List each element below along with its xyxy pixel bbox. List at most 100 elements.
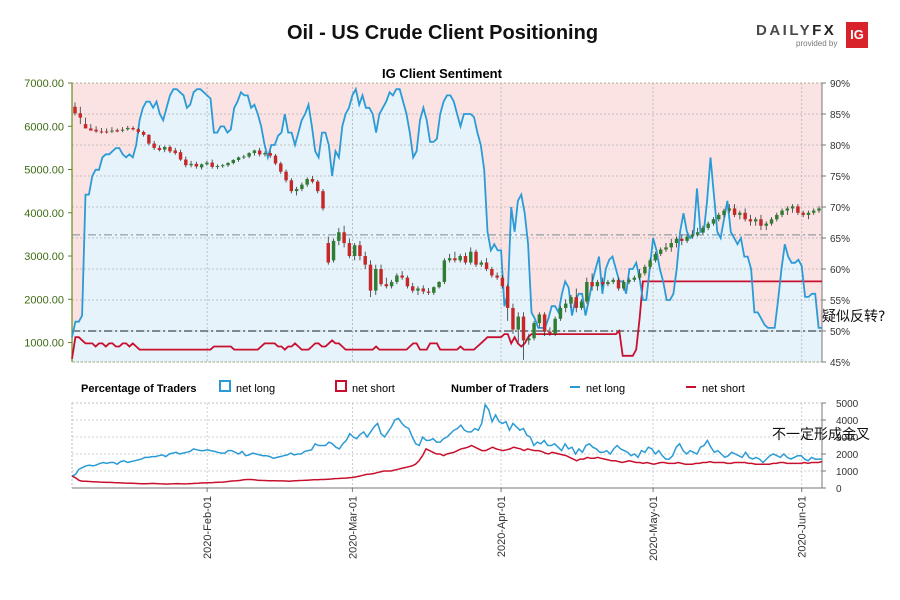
legend-number-title: Number of Traders — [451, 383, 549, 395]
price-candle — [294, 188, 299, 192]
price-candle — [764, 223, 768, 226]
price-candle — [743, 212, 747, 220]
price-candle — [722, 210, 726, 215]
logo-provided-by: provided by — [796, 39, 838, 48]
price-candle — [447, 258, 452, 261]
price-candle — [606, 281, 610, 285]
price-candle — [289, 180, 294, 192]
price-candle — [627, 279, 631, 282]
x-axis-tick-label: 2020-May-01 — [648, 496, 660, 561]
price-candle — [453, 258, 457, 261]
page-title: Oil - US Crude Client Positioning — [286, 22, 599, 44]
price-candle — [732, 208, 737, 215]
lower-axis-tick-label: 4000 — [836, 416, 859, 427]
price-candle — [273, 155, 278, 164]
price-candle — [516, 316, 520, 330]
left-axis-tick-label: 2000.00 — [24, 294, 64, 306]
lower-axis-tick-label: 3000 — [836, 433, 859, 444]
price-candle — [168, 147, 172, 152]
price-candle — [474, 251, 478, 265]
price-candle — [458, 256, 462, 261]
price-candle — [141, 131, 146, 135]
price-candle — [558, 307, 563, 319]
price-candle — [442, 260, 447, 282]
price-candle — [99, 131, 104, 133]
price-candle — [410, 286, 415, 291]
price-candle — [537, 314, 542, 324]
price-candle — [358, 245, 362, 257]
left-axis-tick-label: 1000.00 — [24, 338, 64, 350]
price-candle — [664, 247, 668, 250]
price-candle — [790, 206, 795, 209]
price-candle — [263, 153, 267, 155]
price-candle — [236, 157, 241, 160]
price-candle — [215, 166, 220, 168]
price-candle — [379, 269, 383, 285]
lower-axis-tick-label: 5000 — [836, 399, 859, 410]
price-candle — [479, 262, 484, 265]
legend-percentage-title: Percentage of Traders — [81, 383, 197, 395]
x-axis-tick-label: 2020-Jun-01 — [797, 496, 809, 558]
price-candle — [210, 162, 214, 167]
price-candle — [685, 236, 689, 241]
price-candle — [511, 307, 515, 330]
legend: Percentage of Traders net long net short… — [81, 380, 745, 395]
price-candle — [205, 162, 209, 165]
price-candle — [126, 127, 130, 130]
price-candle — [73, 106, 77, 114]
price-candle — [110, 130, 114, 132]
price-candle — [653, 253, 658, 261]
price-candle — [806, 212, 811, 215]
right-axis-tick-label: 50% — [830, 327, 850, 338]
ig-logo-icon: IG — [846, 22, 868, 48]
price-candle — [173, 150, 177, 154]
price-candle — [136, 129, 141, 132]
legend-pct-short-swatch — [335, 380, 347, 392]
price-candle — [194, 163, 199, 167]
price-candle — [83, 124, 88, 129]
logo-brand-fx: FX — [812, 22, 837, 39]
price-candle — [78, 113, 82, 118]
price-candle — [695, 232, 700, 235]
price-candle — [585, 281, 589, 302]
chart-title: IG Client Sentiment — [382, 66, 503, 81]
lower-axis-tick-label: 1000 — [836, 467, 859, 478]
price-candle — [363, 256, 367, 265]
price-candle — [389, 281, 394, 287]
price-candle — [500, 277, 505, 287]
price-candle — [590, 281, 594, 287]
price-candle — [717, 214, 721, 220]
x-axis: 2020-Feb-01 2020-Mar-01 2020-Apr-01 2020-Ma… — [202, 488, 809, 561]
left-axis-tick-label: 4000.00 — [24, 208, 64, 220]
legend-num-long-label: net long — [586, 383, 625, 395]
price-candle — [669, 243, 673, 248]
price-candle — [120, 129, 125, 131]
price-candle — [600, 281, 605, 285]
price-candle — [310, 179, 315, 182]
price-candle — [305, 179, 309, 185]
price-candle — [162, 147, 167, 150]
price-candle — [632, 277, 637, 280]
price-candle — [521, 316, 526, 341]
price-candle — [748, 219, 753, 222]
price-candle — [321, 191, 325, 209]
price-candle — [579, 301, 584, 308]
price-candle — [300, 184, 304, 189]
price-candle — [184, 159, 188, 166]
price-candle — [226, 163, 230, 166]
price-candle — [775, 214, 779, 220]
legend-num-short-label: net short — [702, 383, 745, 395]
price-candle — [337, 232, 341, 241]
dailyfx-logo: DAILYFX provided by IG — [756, 22, 870, 50]
price-candle — [701, 227, 705, 233]
x-axis-tick-label: 2020-Feb-01 — [202, 496, 214, 559]
price-candle — [680, 238, 684, 241]
price-candle — [711, 219, 716, 224]
price-candle — [595, 281, 600, 287]
price-candle — [727, 208, 732, 211]
price-candle — [257, 150, 262, 155]
price-candle — [368, 264, 373, 291]
left-axis-tick-label: 5000.00 — [24, 165, 64, 177]
x-axis-tick-label: 2020-Apr-01 — [496, 496, 508, 557]
price-candle — [178, 152, 183, 160]
